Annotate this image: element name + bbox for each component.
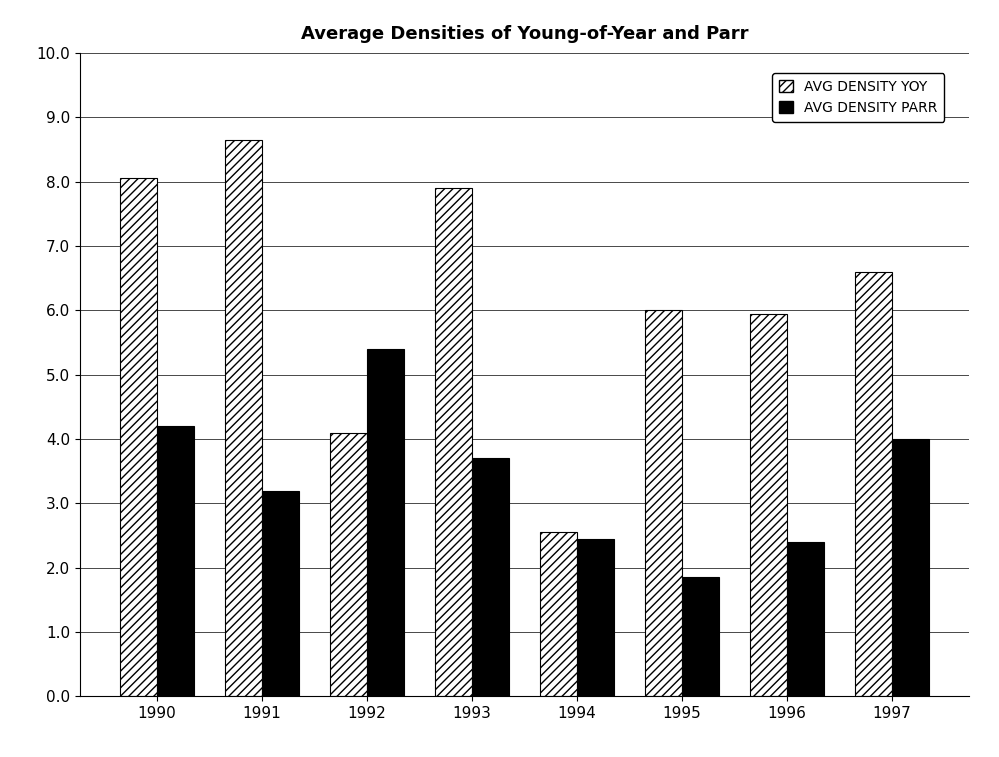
Bar: [682, 578, 718, 696]
Bar: [472, 458, 508, 696]
Bar: [367, 349, 404, 696]
Bar: [331, 433, 367, 696]
Bar: [226, 140, 262, 696]
Title: Average Densities of Young-of-Year and Parr: Average Densities of Young-of-Year and P…: [301, 25, 748, 43]
Bar: [750, 313, 787, 696]
Bar: [436, 188, 472, 696]
Bar: [540, 532, 577, 696]
Bar: [787, 542, 823, 696]
Bar: [892, 439, 929, 696]
Bar: [645, 310, 682, 696]
Bar: [577, 539, 613, 696]
Bar: [157, 426, 194, 696]
Bar: [120, 179, 157, 696]
Legend: AVG DENSITY YOY, AVG DENSITY PARR: AVG DENSITY YOY, AVG DENSITY PARR: [772, 73, 944, 122]
Bar: [262, 491, 299, 696]
Bar: [855, 272, 892, 696]
